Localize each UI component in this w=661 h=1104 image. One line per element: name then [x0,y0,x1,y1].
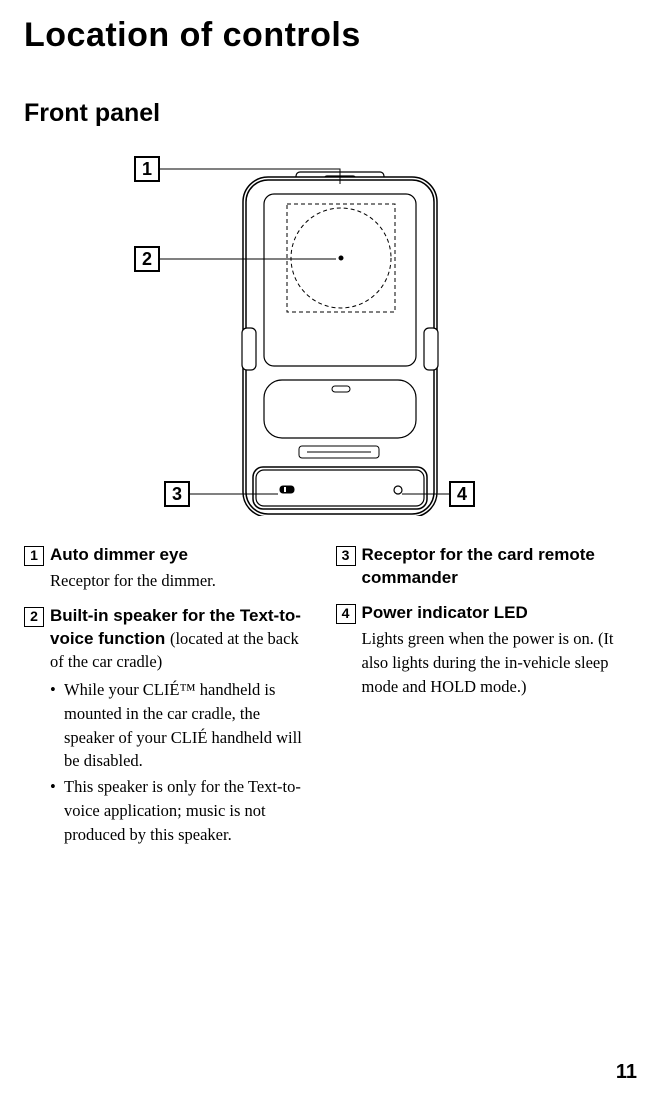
column-left: 1 Auto dimmer eye Receptor for the dimme… [24,544,314,859]
callout-1: 1 [134,156,160,182]
callout-2: 2 [134,246,160,272]
item-3: 3 Receptor for the card remote commander [336,544,626,590]
item-3-title: Receptor for the card remote commander [362,544,626,590]
description-columns: 1 Auto dimmer eye Receptor for the dimme… [24,544,625,859]
page-title: Location of controls [24,16,625,55]
callout-3: 3 [164,481,190,507]
item-2-number: 2 [24,607,44,627]
item-1-title: Auto dimmer eye [50,544,188,567]
item-4-title: Power indicator LED [362,602,528,625]
item-2-title: Built-in speaker for the Text-to-voice f… [50,605,314,674]
section-subtitle: Front panel [24,99,625,128]
item-2-bullets: While your CLIÉ™ handheld is mounted in … [50,678,314,847]
column-right: 3 Receptor for the card remote commander… [336,544,626,859]
item-2-bullet-2: This speaker is only for the Text-to-voi… [50,775,314,847]
item-1-number: 1 [24,546,44,566]
item-2-bullet-1: While your CLIÉ™ handheld is mounted in … [50,678,314,774]
item-1-body: Receptor for the dimmer. [50,569,314,593]
item-1: 1 Auto dimmer eye Receptor for the dimme… [24,544,314,593]
item-4: 4 Power indicator LED Lights green when … [336,602,626,699]
item-3-number: 3 [336,546,356,566]
page-number: 11 [616,1061,637,1084]
device-illustration [24,146,624,516]
callout-4: 4 [449,481,475,507]
item-4-number: 4 [336,604,356,624]
device-diagram: 1 2 3 4 [24,146,624,516]
item-4-body: Lights green when the power is on. (It a… [362,627,626,699]
item-2: 2 Built-in speaker for the Text-to-voice… [24,605,314,847]
